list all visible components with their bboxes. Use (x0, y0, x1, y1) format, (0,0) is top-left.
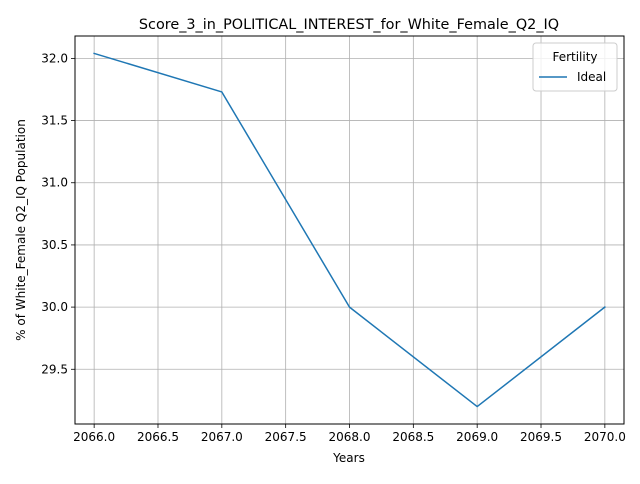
x-tick-label: 2066.0 (73, 430, 115, 444)
legend-entry-ideal: Ideal (577, 70, 606, 84)
x-axis-label: Years (332, 451, 365, 465)
y-tick-label: 29.5 (41, 362, 68, 376)
y-tick-label: 32.0 (41, 51, 68, 65)
y-axis-label: % of White_Female Q2_IQ Population (14, 119, 28, 341)
legend-title: Fertility (552, 50, 597, 64)
y-tick-label: 30.5 (41, 238, 68, 252)
legend: Fertility Ideal (533, 43, 617, 91)
y-tick-label: 31.5 (41, 114, 68, 128)
y-tick-label: 31.0 (41, 176, 68, 190)
x-tick-label: 2069.5 (520, 430, 562, 444)
x-tick-label: 2066.5 (137, 430, 179, 444)
x-tick-label: 2069.0 (456, 430, 498, 444)
chart-title: Score_3_in_POLITICAL_INTEREST_for_White_… (139, 17, 559, 33)
x-tick-label: 2067.5 (265, 430, 307, 444)
x-tick-label: 2067.0 (201, 430, 243, 444)
y-tick-label: 30.0 (41, 300, 68, 314)
x-tick-label: 2070.0 (584, 430, 626, 444)
x-tick-label: 2068.0 (329, 430, 371, 444)
x-tick-label: 2068.5 (392, 430, 434, 444)
